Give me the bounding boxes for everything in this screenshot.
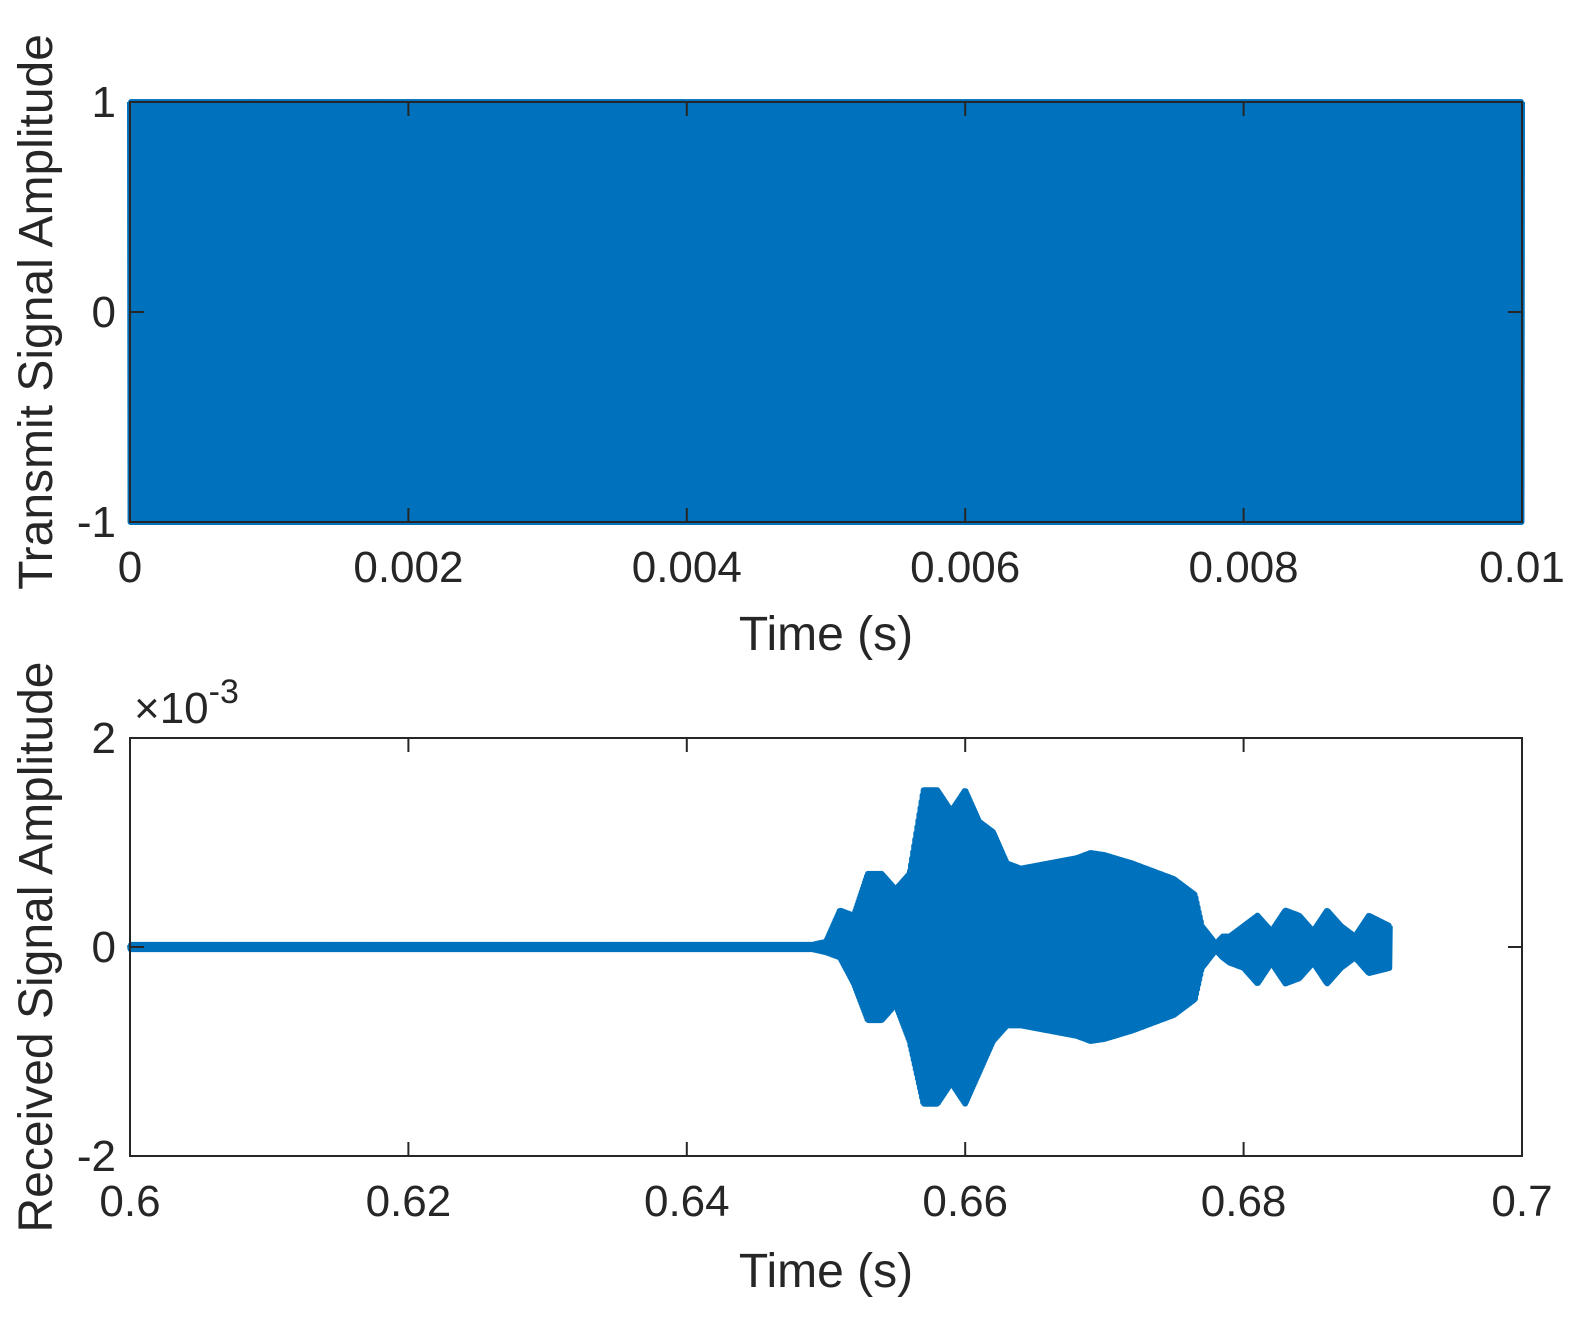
transmit-xtick-label: 0.008 [1189, 543, 1299, 592]
transmit-signal-series [127, 99, 1525, 525]
transmit-xtick-label: 0.006 [910, 543, 1020, 592]
transmit-ytick-label: -1 [77, 498, 116, 547]
received-xtick-label: 0.64 [644, 1177, 730, 1226]
transmit-ticks: 0 0.002 0.004 0.006 0.008 0.01-101 [77, 78, 1565, 592]
received-exponent-base: ×10 [134, 684, 209, 733]
transmit-ylabel: Transmit Signal Amplitude [10, 34, 63, 590]
received-axes: 0.6 0.62 0.64 0.66 0.68 0.7 -2 0 2 ×10-3 Time (s… [10, 661, 1553, 1298]
received-ytick-label: 2 [92, 714, 116, 763]
received-xtick-label: 0.7 [1491, 1177, 1552, 1226]
received-xtick-label: 0.66 [922, 1177, 1008, 1226]
transmit-xtick-label: 0.002 [353, 543, 463, 592]
received-ticks: 0.6 0.62 0.64 0.66 0.68 0.7 -2 0 2 [77, 714, 1553, 1226]
received-xtick-label: 0.62 [366, 1177, 452, 1226]
transmit-ytick-label: 0 [92, 288, 116, 337]
transmit-signal-line [127, 99, 1525, 525]
received-ytick-label: 0 [92, 923, 116, 972]
transmit-xtick-label: 0 [118, 543, 142, 592]
received-exponent-power: -3 [209, 673, 239, 711]
received-ylabel: Received Signal Amplitude [10, 661, 63, 1232]
transmit-axes: 0 0.002 0.004 0.006 0.008 0.01-101 Time (s) T… [10, 34, 1565, 661]
received-signal-line [127, 787, 1393, 1107]
transmit-xtick-label: 0.004 [632, 543, 742, 592]
received-xtick-label: 0.68 [1201, 1177, 1287, 1226]
transmit-xtick-label: 0.01 [1479, 543, 1565, 592]
received-ytick-label: -2 [77, 1132, 116, 1181]
received-signal-series [127, 787, 1393, 1107]
transmit-xlabel: Time (s) [739, 608, 913, 661]
received-xlabel: Time (s) [739, 1245, 913, 1298]
transmit-ytick-label: 1 [92, 78, 116, 127]
received-xtick-label: 0.6 [99, 1177, 160, 1226]
received-exponent-label: ×10-3 [134, 673, 239, 733]
